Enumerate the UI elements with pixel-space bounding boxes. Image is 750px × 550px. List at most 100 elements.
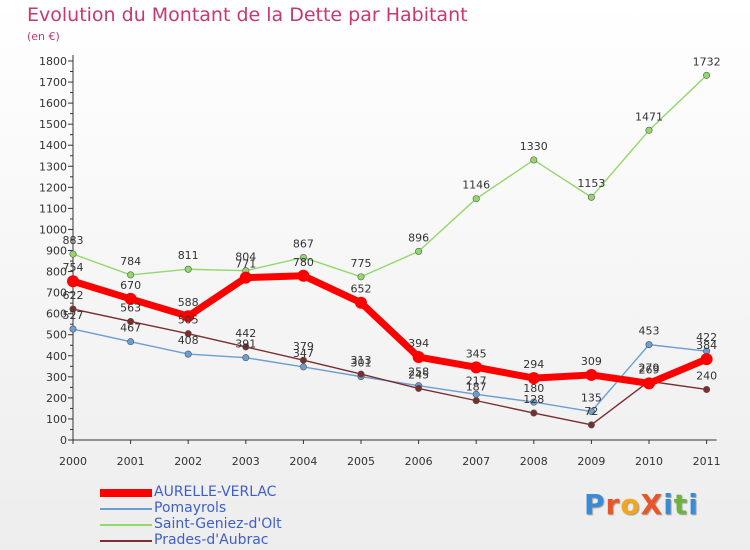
data-label: 896 xyxy=(408,231,429,244)
data-label: 240 xyxy=(696,369,717,382)
data-label: 588 xyxy=(178,296,199,309)
y-tick-label: 1000 xyxy=(39,223,67,236)
data-point xyxy=(297,269,310,282)
data-label: 775 xyxy=(351,257,372,270)
data-point xyxy=(242,343,250,351)
data-label: 258 xyxy=(408,366,429,379)
data-label: 347 xyxy=(293,347,314,360)
x-tick-label: 2010 xyxy=(635,455,663,468)
data-label: 453 xyxy=(639,325,660,338)
legend-swatch xyxy=(100,508,152,510)
data-label: 394 xyxy=(408,337,429,350)
data-point xyxy=(242,354,250,362)
y-tick-label: 500 xyxy=(46,329,67,342)
data-label: 294 xyxy=(523,358,544,371)
data-point xyxy=(299,356,307,364)
logo-letter: i xyxy=(688,488,699,521)
x-tick-label: 2007 xyxy=(462,455,490,468)
data-point xyxy=(69,325,77,333)
y-tick-label: 1600 xyxy=(39,97,67,110)
y-tick-label: 1100 xyxy=(39,202,67,215)
x-tick-label: 2005 xyxy=(347,455,375,468)
data-label: 771 xyxy=(235,258,256,271)
data-label: 622 xyxy=(63,289,84,302)
x-tick-label: 2011 xyxy=(693,455,721,468)
data-point xyxy=(67,275,79,288)
data-point xyxy=(412,351,425,364)
data-label: 217 xyxy=(466,374,487,387)
data-label: 467 xyxy=(120,322,141,335)
x-tick-label: 2003 xyxy=(232,455,260,468)
y-tick-label: 600 xyxy=(46,308,67,321)
data-label: 269 xyxy=(639,363,660,376)
data-point xyxy=(357,370,365,378)
proxiti-logo: ProXiti xyxy=(584,488,699,521)
x-tick-label: 2006 xyxy=(405,455,433,468)
y-tick-label: 0 xyxy=(60,434,67,447)
data-label: 309 xyxy=(581,355,602,368)
data-label: 883 xyxy=(63,234,84,247)
data-point xyxy=(299,363,307,371)
data-label: 780 xyxy=(293,256,314,269)
data-label: 1732 xyxy=(693,55,721,68)
logo-letter: X xyxy=(640,488,664,521)
legend-swatch xyxy=(100,524,152,526)
data-point xyxy=(69,250,77,258)
data-label: 422 xyxy=(696,331,717,344)
data-point xyxy=(124,292,137,305)
data-label: 670 xyxy=(120,279,141,292)
data-point xyxy=(299,253,307,261)
data-label: 1471 xyxy=(635,110,663,123)
y-tick-label: 1400 xyxy=(39,139,67,152)
data-label: 313 xyxy=(351,354,372,367)
series-line xyxy=(71,272,708,387)
data-point xyxy=(472,195,480,203)
data-label: 652 xyxy=(351,283,372,296)
data-point xyxy=(415,384,423,392)
data-point xyxy=(587,193,595,201)
data-label: 391 xyxy=(235,338,256,351)
data-point xyxy=(530,156,538,164)
data-point xyxy=(527,372,540,385)
legend-label: Saint-Geniez-d'Olt xyxy=(154,516,282,532)
data-label: 187 xyxy=(466,381,487,394)
y-tick-label: 700 xyxy=(46,287,67,300)
data-point xyxy=(645,126,653,134)
data-point xyxy=(184,350,192,358)
x-tick-label: 2004 xyxy=(289,455,317,468)
data-label: 811 xyxy=(178,249,199,262)
data-point xyxy=(585,368,598,381)
data-label: 1153 xyxy=(577,177,605,190)
data-label: 527 xyxy=(63,309,84,322)
data-point xyxy=(470,361,483,374)
legend-label: Prades-d'Aubrac xyxy=(154,532,269,548)
chart-title: Evolution du Montant de la Dette par Hab… xyxy=(27,4,468,26)
data-point xyxy=(182,310,195,323)
legend-swatch xyxy=(100,489,152,497)
legend-label: AURELLE-VERLAC xyxy=(154,484,277,500)
x-tick-label: 2000 xyxy=(59,455,87,468)
data-point xyxy=(69,305,77,313)
y-tick-label: 1500 xyxy=(39,118,67,131)
data-label: 279 xyxy=(639,361,660,374)
data-label: 505 xyxy=(178,314,199,327)
data-point xyxy=(239,271,252,284)
data-point xyxy=(645,341,653,349)
data-point xyxy=(530,398,538,406)
data-label: 384 xyxy=(696,339,717,352)
data-label: 867 xyxy=(293,237,314,250)
data-label: 128 xyxy=(523,393,544,406)
x-tick-label: 2008 xyxy=(520,455,548,468)
data-point xyxy=(530,409,538,417)
legend-label: Pomayrols xyxy=(154,500,227,516)
y-tick-label: 900 xyxy=(46,245,67,258)
series-line xyxy=(72,308,707,426)
logo-letter: r xyxy=(605,488,621,521)
logo-letter: t xyxy=(673,488,689,521)
series-line xyxy=(72,74,708,278)
data-label: 563 xyxy=(120,301,141,314)
data-point xyxy=(184,265,192,273)
data-label: 245 xyxy=(408,368,429,381)
data-label: 1330 xyxy=(520,140,548,153)
